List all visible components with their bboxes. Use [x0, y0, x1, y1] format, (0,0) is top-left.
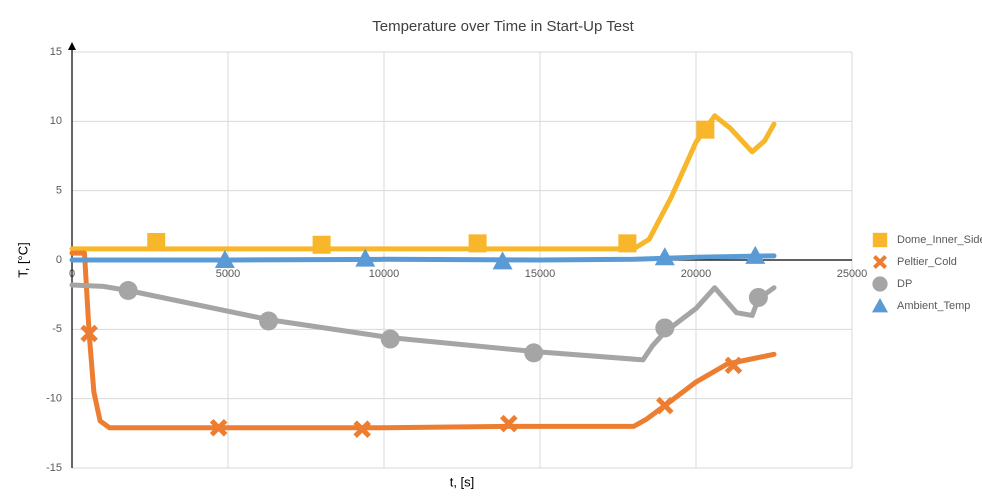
marker [147, 232, 166, 251]
legend-label: Peltier_Cold [897, 256, 957, 268]
y-tick-label: 10 [50, 115, 62, 127]
y-tick-label: 0 [56, 254, 62, 266]
x-tick-label: 10000 [369, 268, 400, 280]
marker [118, 281, 138, 301]
legend-label: Ambient_Temp [897, 300, 970, 312]
marker [468, 234, 487, 253]
x-tick-label: 20000 [681, 268, 712, 280]
chart-title: Temperature over Time in Start-Up Test [372, 18, 634, 35]
marker [492, 251, 513, 270]
marker [214, 250, 235, 268]
x-tick-label: 15000 [525, 268, 556, 280]
marker [80, 324, 98, 343]
marker [259, 311, 279, 331]
marker [745, 245, 766, 264]
marker [654, 247, 675, 266]
x-axis-label: t, [s] [450, 474, 475, 489]
series-line [69, 250, 777, 431]
y-axis-arrow [68, 42, 76, 50]
y-tick-label: -10 [46, 393, 62, 405]
legend-label: Dome_Inner_Side [897, 234, 982, 246]
marker [524, 343, 544, 363]
legend-marker [872, 276, 888, 292]
marker [209, 419, 228, 437]
marker [312, 235, 331, 254]
marker [748, 287, 768, 307]
x-tick-label: 25000 [837, 268, 868, 280]
marker [724, 356, 743, 375]
marker [353, 420, 371, 438]
series-line [69, 113, 777, 252]
y-axis-label: T, [°C] [15, 242, 30, 278]
y-tick-label: 5 [56, 185, 62, 197]
marker [355, 248, 376, 267]
marker [618, 234, 637, 253]
marker [656, 396, 674, 415]
legend-label: DP [897, 278, 912, 290]
legend-marker [872, 298, 888, 313]
marker [696, 120, 715, 139]
legend-marker [872, 254, 888, 270]
x-tick-label: 5000 [216, 268, 240, 280]
series-line [69, 282, 777, 363]
y-tick-label: -15 [46, 462, 62, 474]
marker [380, 329, 400, 349]
marker [655, 318, 675, 338]
legend-marker [872, 232, 888, 248]
y-tick-label: -5 [52, 323, 62, 335]
y-tick-label: 15 [50, 46, 62, 58]
marker [500, 414, 518, 433]
